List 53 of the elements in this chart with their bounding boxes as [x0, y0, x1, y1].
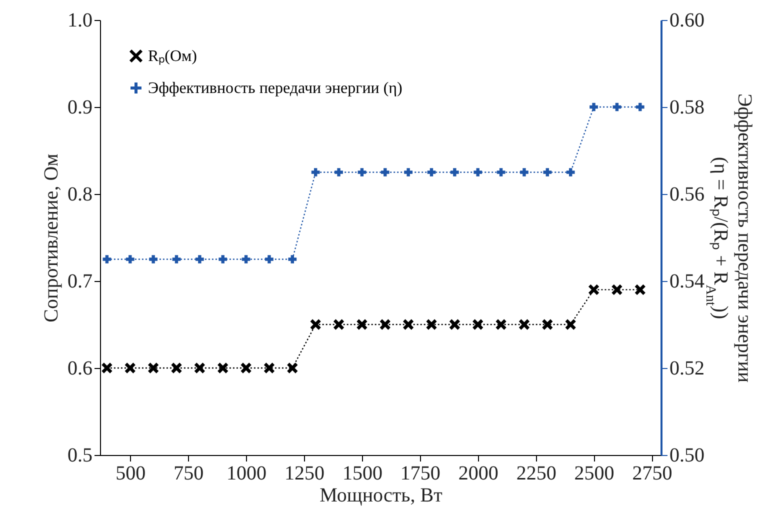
x-tick-label: 2250 [516, 462, 556, 484]
point [611, 101, 623, 113]
point [286, 362, 298, 374]
point [170, 362, 182, 374]
point [472, 318, 484, 330]
point [634, 101, 646, 113]
y2-tick-label: 0.50 [670, 444, 704, 466]
point [402, 318, 414, 330]
y2-tick-label: 0.58 [670, 96, 704, 118]
y-tick-label: 0.6 [68, 358, 92, 380]
point [356, 318, 368, 330]
point [611, 284, 623, 296]
y-tick-label: 0.8 [68, 184, 92, 206]
x-tick-label: 1750 [400, 462, 440, 484]
x-tick-label: 2750 [632, 462, 672, 484]
point [564, 318, 576, 330]
point [332, 318, 345, 330]
point [426, 318, 438, 330]
y-tick-label: 0.9 [68, 96, 92, 118]
x-axis-title: Мощность, Вт [320, 484, 443, 506]
y-tick-label: 1.0 [68, 10, 92, 32]
y2-tick-label: 0.52 [670, 358, 704, 380]
point [217, 362, 229, 374]
point [379, 318, 391, 330]
y-tick-label: 0.7 [68, 270, 92, 292]
point [518, 318, 530, 330]
legend-label: Rₚ(Ом) [148, 48, 198, 65]
x-tick-label: 2500 [574, 462, 614, 484]
y-tick-label: 0.5 [68, 444, 92, 466]
legend-label: Эффективность передачи энергии (η) [148, 80, 402, 97]
y2-tick-label: 0.56 [670, 184, 704, 206]
point [263, 362, 276, 374]
point [124, 362, 136, 374]
x-tick-label: 2000 [458, 462, 498, 484]
point [310, 318, 322, 330]
text: Эффективность передачи энергии [734, 93, 756, 383]
point [588, 284, 600, 296]
x-tick-label: 1250 [284, 462, 324, 484]
x-tick-label: 1000 [226, 462, 267, 484]
x-tick-label: 500 [116, 462, 146, 484]
x-tick-label: 1500 [342, 462, 382, 484]
point [542, 318, 554, 330]
y2-tick-label: 0.60 [670, 10, 704, 32]
y-axis-title: Сопротивление, Ом [40, 153, 62, 322]
point [634, 284, 646, 296]
point [194, 362, 206, 374]
point [101, 362, 113, 374]
point [448, 318, 460, 330]
y2-tick-label: 0.54 [670, 270, 704, 292]
point [495, 318, 507, 330]
point [240, 362, 252, 374]
point [148, 362, 160, 374]
x-tick-label: 750 [174, 462, 204, 484]
